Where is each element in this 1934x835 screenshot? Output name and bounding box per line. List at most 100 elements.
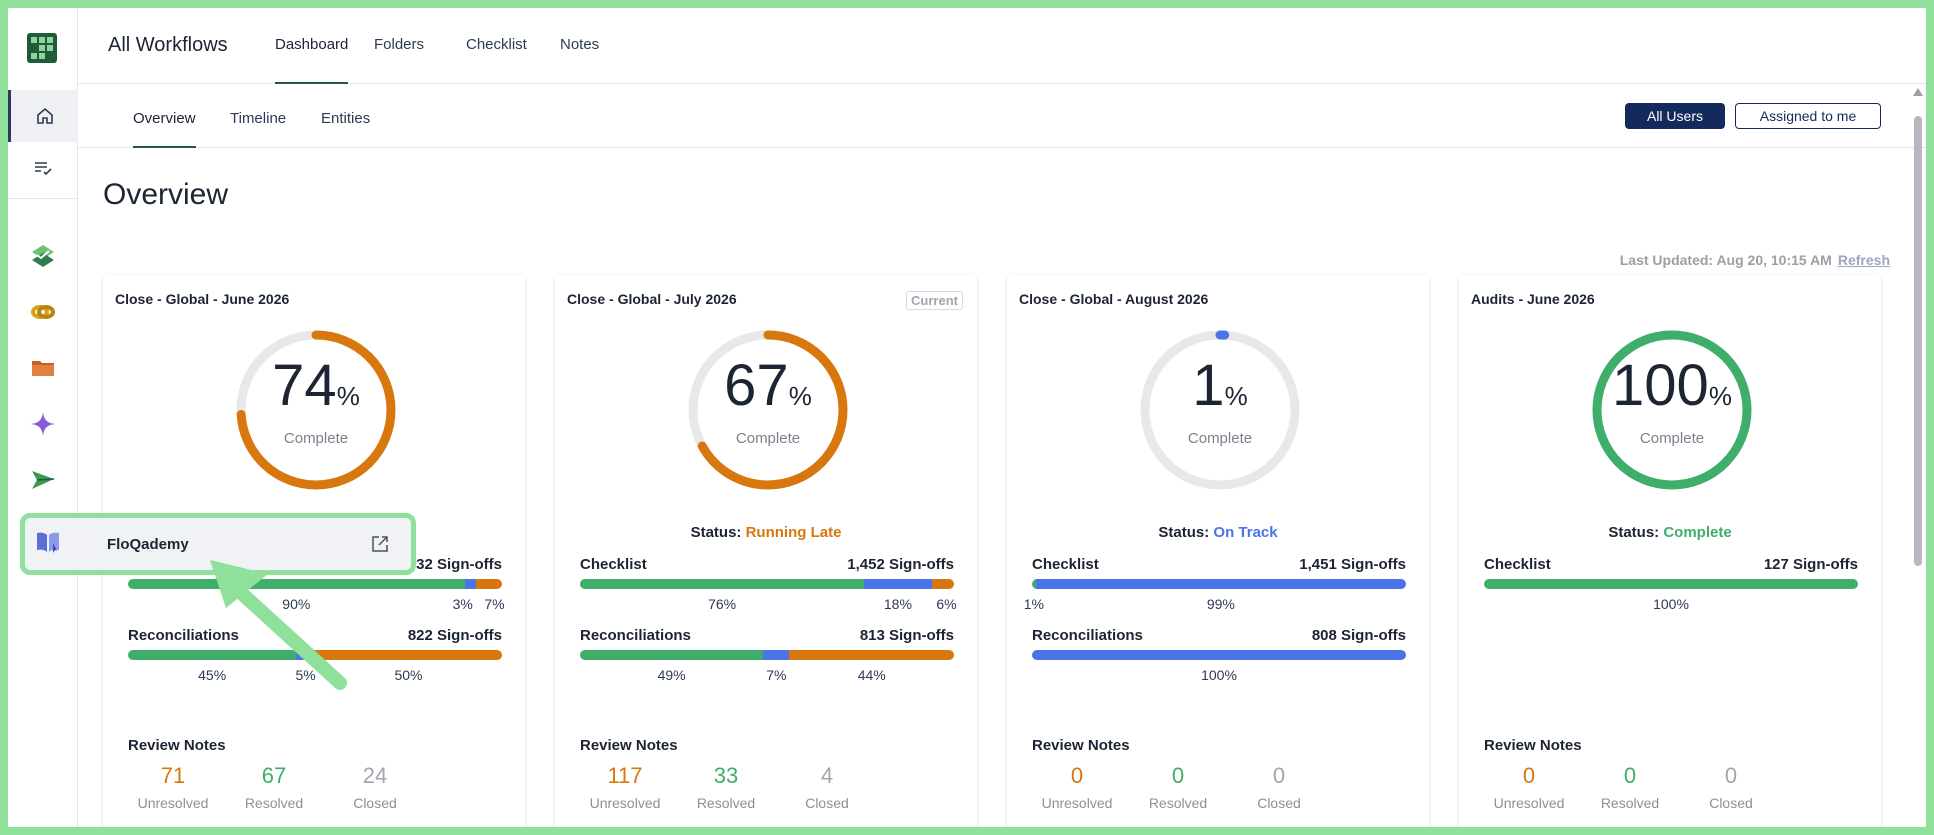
tab-folders[interactable]: Folders (374, 36, 425, 53)
tab-checklist[interactable]: Checklist (466, 36, 527, 53)
unresolved-count: 0 (1070, 763, 1084, 788)
status-line: Status: Complete (1459, 524, 1881, 541)
percent-label: Complete (735, 430, 801, 447)
checklist-segment (1484, 579, 1858, 589)
workflow-card[interactable]: Audits - June 2026 100% Complete Status: Co… (1459, 275, 1881, 827)
reconciliations-signoffs: 808 Sign-offs (1311, 627, 1406, 644)
folder-icon (32, 361, 54, 376)
checklist-percent-label: 99% (1206, 596, 1235, 612)
card-title[interactable]: Close - Global - August 2026 (1019, 291, 1209, 307)
checklist-bar (1484, 579, 1858, 589)
review-notes-closed[interactable]: 0 Closed (1217, 763, 1341, 811)
percent-number: 100 (1612, 353, 1709, 418)
top-nav: All Workflows Dashboard Folders Checklis… (78, 8, 1926, 84)
checklist-segment (580, 579, 865, 589)
refresh-link[interactable]: Refresh (1837, 252, 1890, 268)
reconciliations-header: Reconciliations 813 Sign-offs (580, 627, 954, 644)
checklist-signoffs: 1,452 Sign-offs (847, 556, 954, 573)
external-link-icon[interactable] (370, 534, 390, 554)
tab-dashboard[interactable]: Dashboard (275, 36, 349, 84)
percent-number: 1 (1192, 353, 1225, 418)
tab-entities[interactable]: Entities (321, 110, 371, 127)
tab-notes[interactable]: Notes (560, 36, 600, 53)
status-value: On Track (1213, 524, 1278, 541)
percent-sign: % (1708, 381, 1732, 411)
workflow-card[interactable]: Close - Global - August 2026 1% Complete St… (1007, 275, 1429, 827)
review-notes-resolved[interactable]: 0 Resolved (1568, 763, 1692, 811)
percent-value: 1% (1138, 352, 1302, 419)
sidebar (8, 8, 78, 827)
percent-label: Complete (283, 430, 349, 447)
tab-timeline[interactable]: Timeline (230, 110, 287, 127)
tab-overview[interactable]: Overview (133, 110, 196, 148)
checklist-signoffs: 1,532 Sign-offs (395, 556, 502, 573)
review-notes-header: Review Notes (1484, 737, 1582, 754)
last-updated: Last Updated: Aug 20, 10:15 AM Refresh (1620, 252, 1890, 268)
unresolved-label: Unresolved (1493, 795, 1565, 811)
sidebar-item-ai[interactable] (8, 398, 78, 450)
status-label: Status: (690, 524, 746, 541)
sparkle-icon (31, 412, 55, 436)
app-title: All Workflows (108, 34, 228, 56)
review-notes-unresolved[interactable]: 117 Unresolved (563, 763, 687, 811)
card-title[interactable]: Close - Global - July 2026 (567, 291, 737, 307)
checklist-signoffs: 127 Sign-offs (1763, 556, 1858, 573)
checklist-bar (580, 579, 954, 589)
checklist-percent-label: 76% (708, 596, 737, 612)
sidebar-item-send[interactable] (8, 454, 78, 506)
reconciliations-label: Reconciliations (1032, 627, 1143, 644)
closed-label: Closed (353, 795, 397, 811)
scroll-up-arrow[interactable] (1913, 88, 1923, 96)
review-notes-unresolved[interactable]: 71 Unresolved (111, 763, 235, 811)
review-notes-header: Review Notes (580, 737, 678, 754)
reconciliations-bar (1032, 650, 1406, 660)
resolved-count: 33 (713, 763, 739, 788)
reconciliations-percent-label: 44% (857, 667, 886, 683)
reconciliations-signoffs: 813 Sign-offs (859, 627, 954, 644)
reconciliations-percent-label: 5% (295, 667, 316, 683)
card-title[interactable]: Close - Global - June 2026 (115, 291, 290, 307)
review-notes-resolved[interactable]: 0 Resolved (1116, 763, 1240, 811)
card-title[interactable]: Audits - June 2026 (1471, 291, 1595, 307)
review-notes-resolved[interactable]: 67 Resolved (212, 763, 336, 811)
donut-chart (688, 330, 848, 490)
review-notes-resolved[interactable]: 33 Resolved (664, 763, 788, 811)
review-notes-unresolved[interactable]: 0 Unresolved (1015, 763, 1139, 811)
review-notes-closed[interactable]: 24 Closed (313, 763, 437, 811)
book-icon (37, 532, 59, 553)
assigned-to-me-button[interactable]: Assigned to me (1735, 103, 1881, 129)
donut-progress-arc (236, 330, 396, 490)
annotation-arrow (210, 560, 347, 690)
reconciliation-icon (31, 305, 55, 319)
checklist-header: Checklist 127 Sign-offs (1484, 556, 1858, 573)
status-label: Status: (1608, 524, 1664, 541)
progress-donut: 74% Complete (234, 328, 398, 492)
sub-nav: Overview Timeline Entities All Users Ass… (78, 84, 1926, 148)
scroll-thumb[interactable] (1914, 116, 1922, 566)
checklist-signoffs: 1,451 Sign-offs (1299, 556, 1406, 573)
review-notes-unresolved[interactable]: 0 Unresolved (1467, 763, 1591, 811)
closed-count: 0 (1724, 763, 1738, 788)
sidebar-item-reconciliation[interactable] (8, 286, 78, 338)
checklist-segment (931, 579, 954, 589)
sidebar-item-tasks[interactable] (8, 142, 78, 194)
progress-donut: 67% Complete (686, 328, 850, 492)
unresolved-count: 117 (607, 763, 643, 788)
sidebar-item-folders[interactable] (8, 342, 78, 394)
review-notes-closed[interactable]: 0 Closed (1669, 763, 1793, 811)
checklist-percent-label: 1% (1023, 596, 1044, 612)
reconciliations-segment (314, 650, 502, 660)
app-logo[interactable] (27, 33, 57, 63)
percent-value: 100% (1590, 352, 1754, 419)
resolved-count: 67 (261, 763, 287, 788)
workflow-card[interactable]: Close - Global - July 2026 Current 67% Comp… (555, 275, 977, 827)
sidebar-item-checklist[interactable] (8, 230, 78, 282)
reconciliations-percent-label: 7% (766, 667, 787, 683)
checklist-icon (32, 245, 54, 267)
all-users-button[interactable]: All Users (1625, 103, 1725, 129)
scrollbar[interactable] (1910, 84, 1926, 827)
donut-chart (1140, 330, 1300, 490)
checklist-label: Checklist (1032, 556, 1099, 573)
sidebar-item-home[interactable] (8, 90, 78, 142)
review-notes-closed[interactable]: 4 Closed (765, 763, 889, 811)
